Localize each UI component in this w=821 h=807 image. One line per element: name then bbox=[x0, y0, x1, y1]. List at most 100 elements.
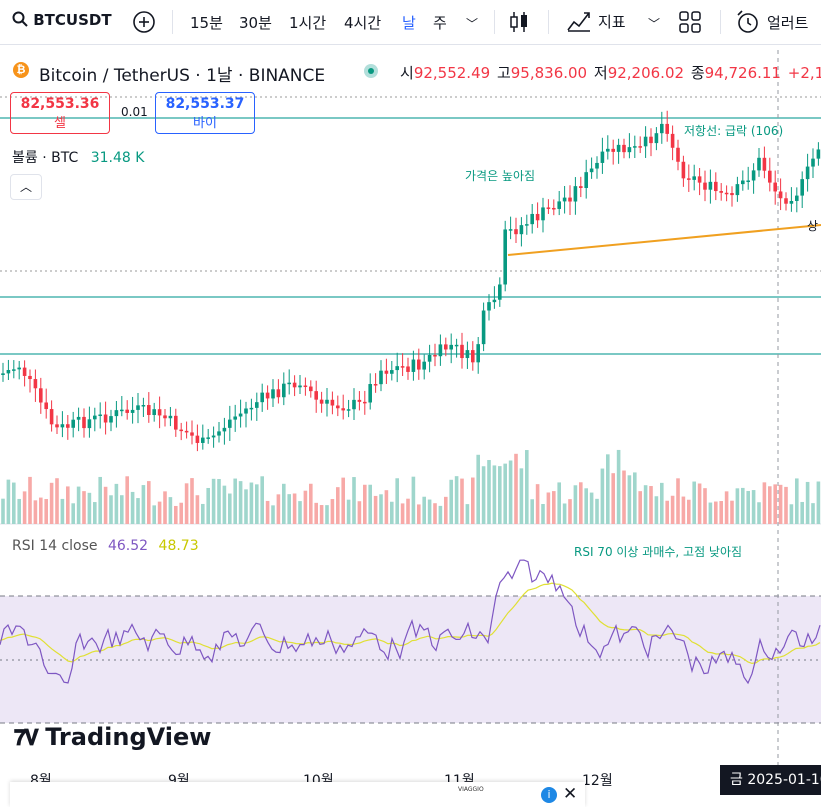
volume-bar bbox=[670, 495, 675, 524]
buy-button[interactable]: 82,553.37 바이 bbox=[155, 92, 255, 134]
volume-bar bbox=[800, 501, 804, 524]
candle-body bbox=[600, 151, 605, 163]
alerts-button[interactable]: 얼러트 bbox=[736, 10, 808, 34]
candle-body bbox=[87, 419, 92, 429]
candle-body bbox=[190, 432, 194, 436]
annotation-resistance: 저항선: 급락 (106) bbox=[684, 124, 784, 138]
close-label: 종 bbox=[690, 64, 705, 82]
candle-body bbox=[762, 157, 767, 171]
symbol-search-button[interactable]: BTCUSDT bbox=[12, 11, 112, 29]
collapse-legend-button[interactable]: ︿ bbox=[10, 174, 42, 200]
open-label: 시 bbox=[400, 64, 414, 82]
volume-bar bbox=[498, 466, 502, 524]
sell-label: 셀 bbox=[54, 116, 66, 131]
candle-body bbox=[260, 392, 264, 403]
ad-banner[interactable]: VIAGGIO i ✕ bbox=[10, 782, 585, 807]
volume-bar bbox=[460, 478, 464, 524]
volume-bar bbox=[93, 502, 97, 524]
candle-body bbox=[120, 409, 124, 412]
candle-body bbox=[55, 424, 59, 428]
interval-1h[interactable]: 1시간 bbox=[289, 14, 327, 32]
volume-bar bbox=[444, 496, 448, 524]
info-icon[interactable]: i bbox=[541, 787, 557, 803]
volume-bar bbox=[541, 503, 545, 524]
volume-bar bbox=[157, 501, 162, 524]
volume-bar bbox=[287, 494, 291, 524]
candle-body bbox=[676, 147, 680, 162]
chevron-down-icon[interactable]: ﹀ bbox=[648, 17, 661, 31]
volume-bar bbox=[816, 481, 821, 524]
candle-body bbox=[330, 399, 335, 406]
interval-30m[interactable]: 30분 bbox=[239, 14, 272, 32]
interval-week[interactable]: 주 bbox=[433, 14, 447, 32]
volume-bar bbox=[438, 505, 443, 524]
candle-body bbox=[427, 354, 432, 362]
chart-type-button[interactable] bbox=[508, 10, 530, 38]
volume-bar bbox=[87, 492, 92, 524]
volume-bar bbox=[492, 465, 497, 524]
candle-body bbox=[660, 123, 664, 134]
interval-15m[interactable]: 15분 bbox=[190, 14, 223, 32]
interval-day[interactable]: 날 bbox=[402, 14, 416, 32]
interval-4h[interactable]: 4시간 bbox=[344, 14, 382, 32]
volume-bar bbox=[103, 486, 108, 524]
candle-body bbox=[454, 344, 459, 347]
candle-body bbox=[255, 402, 259, 408]
volume-bar bbox=[503, 463, 507, 524]
volume-bar bbox=[692, 481, 696, 524]
candle-body bbox=[503, 229, 507, 285]
candle-body bbox=[109, 416, 113, 423]
annotation-price-rising: 가격은 높아짐 bbox=[465, 169, 536, 183]
candle-body bbox=[195, 435, 200, 443]
candle-body bbox=[12, 369, 16, 371]
volume-bar bbox=[762, 482, 767, 524]
volume-bar bbox=[676, 478, 680, 524]
volume-bar bbox=[789, 504, 794, 524]
add-symbol-button[interactable] bbox=[132, 10, 156, 38]
candle-body bbox=[746, 180, 750, 182]
rsi-ma-value: 48.73 bbox=[158, 538, 199, 554]
tradingview-logo[interactable]: 𝟕𝐕 TradingView bbox=[14, 723, 211, 751]
candle-body bbox=[222, 427, 227, 432]
chevron-down-icon[interactable]: ﹀ bbox=[466, 17, 479, 31]
volume-bar bbox=[120, 495, 124, 524]
candle-body bbox=[66, 424, 70, 428]
candle-body bbox=[179, 429, 183, 432]
close-icon[interactable]: ✕ bbox=[563, 784, 578, 804]
candle-body bbox=[800, 179, 804, 196]
candle-body bbox=[552, 207, 556, 210]
volume-bar bbox=[292, 493, 297, 524]
volume-bar bbox=[627, 475, 632, 524]
candle-body bbox=[238, 413, 243, 417]
candle-body bbox=[768, 170, 772, 183]
layouts-button[interactable] bbox=[679, 11, 701, 37]
indicators-label: 지표 bbox=[598, 12, 626, 31]
candle-body bbox=[406, 366, 410, 372]
candle-body bbox=[719, 191, 723, 193]
candle-body bbox=[476, 344, 480, 363]
candle-body bbox=[741, 180, 745, 185]
support-trend-line bbox=[507, 224, 821, 256]
candle-body bbox=[60, 424, 65, 428]
volume-bar bbox=[611, 473, 615, 524]
sell-price: 82,553.36 bbox=[20, 96, 100, 112]
volume-bar bbox=[643, 485, 648, 524]
volume-bar bbox=[368, 484, 372, 524]
volume-bar bbox=[811, 503, 815, 524]
volume-bar bbox=[508, 460, 513, 524]
sell-button[interactable]: 82,553.36 셀 bbox=[10, 92, 110, 134]
candle-body bbox=[568, 197, 572, 202]
buy-label: 바이 bbox=[193, 116, 217, 131]
candle-body bbox=[670, 133, 675, 148]
price-chart[interactable] bbox=[0, 46, 821, 806]
indicators-button[interactable]: 지표 bbox=[567, 10, 626, 32]
candle-body bbox=[314, 391, 318, 400]
candle-body bbox=[82, 416, 86, 429]
volume-bar bbox=[309, 483, 313, 524]
candle-body bbox=[595, 162, 599, 169]
volume-bar bbox=[71, 503, 75, 524]
volume-bar bbox=[168, 497, 173, 524]
candle-body bbox=[703, 182, 707, 190]
candle-body bbox=[687, 178, 691, 180]
candle-body bbox=[22, 367, 27, 376]
